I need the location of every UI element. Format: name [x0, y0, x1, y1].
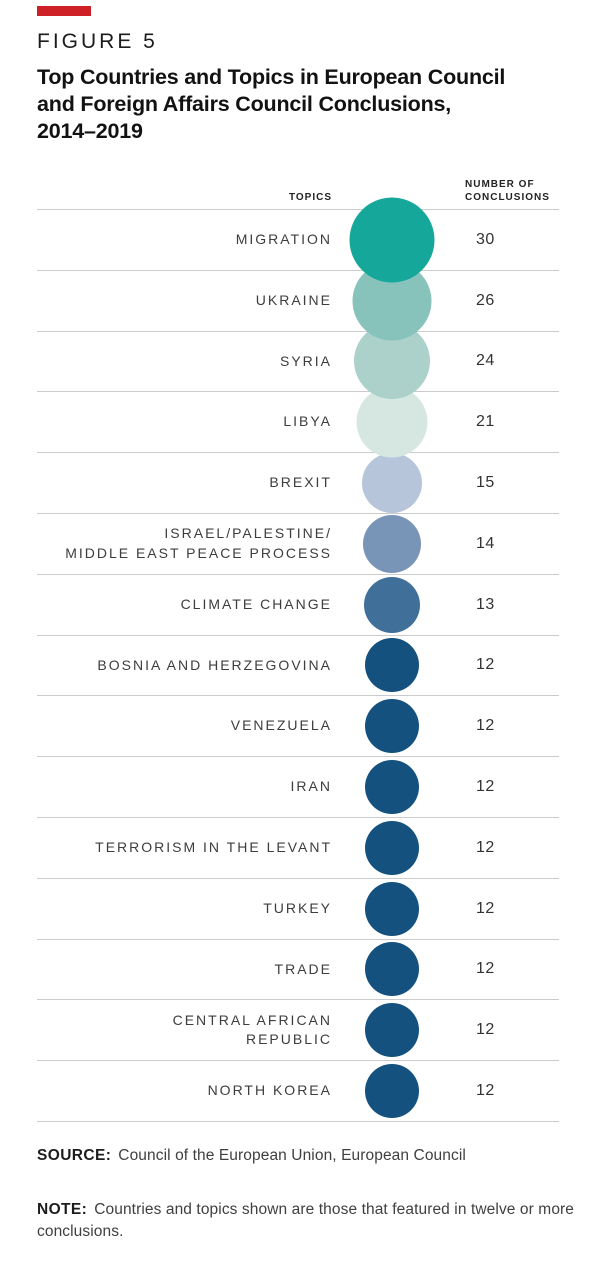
circle-cell [332, 636, 452, 696]
value-bubble [365, 820, 419, 875]
conclusions-column-header: NUMBER OF CONCLUSIONS [465, 179, 550, 203]
value-bubble [365, 1003, 419, 1058]
circle-cell [332, 197, 452, 283]
chart-row: BOSNIA AND HERZEGOVINA 12 [37, 634, 559, 696]
topic-label: NORTH KOREA [207, 1082, 332, 1099]
circle-cell [332, 940, 452, 1000]
value-bubble [365, 638, 419, 693]
topic-label: CLIMATE CHANGE [180, 595, 332, 612]
topic-label: SYRIA [279, 352, 332, 369]
conclusions-count: 12 [476, 960, 495, 978]
figure-number-label: FIGURE 5 [37, 30, 158, 53]
topic-label: VENEZUELA [230, 717, 332, 734]
chart-row: SYRIA 24 [37, 323, 559, 400]
figure-accent-bar [37, 6, 91, 16]
conclusions-count: 12 [476, 1082, 495, 1100]
conclusions-count: 26 [476, 291, 495, 309]
circle-cell [332, 696, 452, 756]
topic-label: LIBYA [283, 413, 332, 430]
chart-row: NORTH KOREA 12 [37, 1060, 559, 1122]
circle-cell [332, 818, 452, 878]
conclusions-count: 12 [476, 838, 495, 856]
conclusions-count: 12 [476, 778, 495, 796]
conclusions-count: 12 [476, 899, 495, 917]
value-bubble [365, 1064, 419, 1119]
conclusions-count: 12 [476, 656, 495, 674]
note-line: NOTE: Countries and topics shown are thos… [37, 1199, 577, 1244]
chart-row: UKRAINE 26 [37, 261, 559, 341]
topic-label: BREXIT [269, 474, 332, 491]
value-bubble [362, 453, 422, 514]
value-bubble [365, 942, 419, 997]
value-bubble [364, 576, 420, 633]
chart-header-row: TOPICS NUMBER OF CONCLUSIONS [37, 165, 559, 209]
circle-cell [332, 323, 452, 400]
value-bubble [365, 760, 419, 815]
chart-row: ISRAEL/PALESTINE/ MIDDLE EAST PEACE PROC… [37, 512, 559, 574]
conclusions-count: 13 [476, 595, 495, 613]
circle-cell [332, 386, 452, 458]
topic-label: TRADE [274, 960, 332, 977]
conclusions-count: 24 [476, 352, 495, 370]
topic-label: ISRAEL/PALESTINE/ MIDDLE EAST PEACE PROC… [65, 525, 332, 561]
chart-row: LIBYA 21 [37, 386, 559, 458]
conclusions-count: 12 [476, 717, 495, 735]
chart-row: BREXIT 15 [37, 452, 559, 514]
chart-rows: MIGRATION 30 UKRAINE 26 SYRIA 24 LIBYA 2… [37, 197, 559, 1122]
circle-cell [332, 1061, 452, 1121]
topic-label: TERRORISM IN THE LEVANT [95, 839, 332, 856]
note-text: Countries and topics shown are those tha… [37, 1201, 575, 1241]
figure-title: Top Countries and Topics in European Cou… [37, 65, 506, 143]
value-bubble [363, 514, 421, 573]
circle-cell [332, 453, 452, 514]
chart-row: CLIMATE CHANGE 13 [37, 573, 559, 635]
value-bubble [365, 881, 419, 936]
topic-label: UKRAINE [255, 291, 332, 308]
chart-row: IRAN 12 [37, 756, 559, 817]
chart-row: CENTRAL AFRICAN REPUBLIC 12 [37, 999, 559, 1060]
circle-cell [332, 1000, 452, 1060]
chart-row: VENEZUELA 12 [37, 695, 559, 756]
conclusions-count: 14 [476, 534, 495, 552]
bubble-chart: TOPICS NUMBER OF CONCLUSIONS MIGRATION 3… [37, 165, 559, 1122]
circle-cell [332, 757, 452, 817]
chart-row: TERRORISM IN THE LEVANT 12 [37, 816, 559, 878]
source-label: SOURCE: [37, 1147, 112, 1164]
conclusions-count: 30 [476, 230, 495, 248]
value-bubble [365, 699, 419, 754]
source-text: Council of the European Union, European … [118, 1147, 466, 1164]
topics-column-header: TOPICS [288, 191, 332, 203]
conclusions-count: 12 [476, 1021, 495, 1039]
topic-label: BOSNIA AND HERZEGOVINA [97, 656, 332, 673]
topic-label: MIGRATION [235, 231, 332, 248]
conclusions-count: 21 [476, 413, 495, 431]
topic-label: CENTRAL AFRICAN REPUBLIC [172, 1011, 332, 1048]
circle-cell [332, 514, 452, 574]
value-bubble [349, 197, 435, 283]
chart-row: TURKEY 12 [37, 877, 559, 939]
chart-row: MIGRATION 30 [37, 197, 559, 283]
circle-cell [332, 575, 452, 635]
topic-label: TURKEY [263, 899, 332, 916]
topic-label: IRAN [290, 778, 332, 795]
circle-cell [332, 879, 452, 939]
conclusions-count: 15 [476, 474, 495, 492]
source-line: SOURCE: Council of the European Union, Eu… [37, 1147, 466, 1165]
note-label: NOTE: [37, 1201, 88, 1218]
chart-row: TRADE 12 [37, 938, 559, 1000]
